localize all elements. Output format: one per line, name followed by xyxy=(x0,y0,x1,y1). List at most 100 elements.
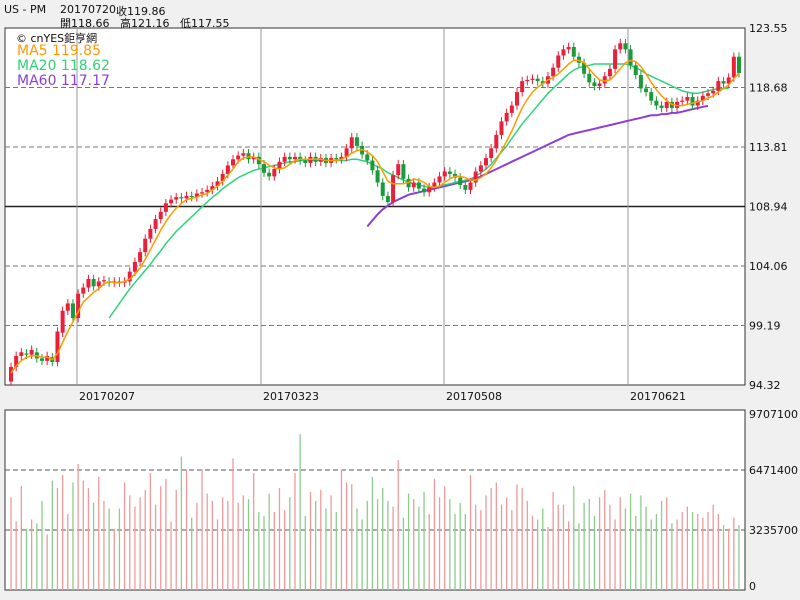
candle-body xyxy=(272,169,277,177)
volume-tick-label: 0 xyxy=(749,580,756,593)
candle-body xyxy=(65,303,70,311)
volume-tick-label: 6471400 xyxy=(749,464,798,477)
candle-body xyxy=(499,121,504,135)
candle-body xyxy=(618,43,623,50)
candle-body xyxy=(132,261,137,272)
candle-body xyxy=(101,280,106,282)
price-tick-label: 118.68 xyxy=(749,81,788,94)
candle-body xyxy=(416,182,421,189)
candle-body xyxy=(654,100,659,106)
candle-body xyxy=(690,97,695,106)
candle-body xyxy=(349,137,354,149)
ma5-line xyxy=(10,59,740,374)
candle-body xyxy=(24,353,29,355)
candle-body xyxy=(484,158,489,166)
legend-ma5: MA5 119.85 xyxy=(17,43,101,59)
candle-body xyxy=(194,193,199,198)
candle-body xyxy=(432,182,437,188)
candle-body xyxy=(287,156,292,160)
candle-body xyxy=(468,182,473,190)
candle-body xyxy=(261,164,266,173)
candle-body xyxy=(334,158,339,160)
candle-body xyxy=(163,203,168,212)
candle-body xyxy=(659,105,664,108)
candle-body xyxy=(138,252,143,262)
candle-body xyxy=(370,160,375,171)
candle-body xyxy=(447,171,452,174)
candle-body xyxy=(375,170,380,183)
candle-body xyxy=(458,177,463,185)
candle-body xyxy=(282,156,287,162)
ma5-path xyxy=(10,59,740,374)
candle-body xyxy=(215,181,220,187)
candle-body xyxy=(401,164,406,179)
candle-body xyxy=(76,293,81,319)
high-price: 高121.16 xyxy=(120,17,170,30)
candle-body xyxy=(473,171,478,183)
candle-body xyxy=(55,331,60,363)
candle-body xyxy=(365,154,370,161)
price-tick-label: 104.06 xyxy=(749,260,788,273)
candle-body xyxy=(396,164,401,176)
candle-body xyxy=(478,165,483,172)
candle-body xyxy=(587,73,592,83)
candle-body xyxy=(597,83,602,87)
candle-body xyxy=(210,186,215,190)
candle-body xyxy=(200,192,205,194)
candle-body xyxy=(96,281,101,287)
candle-body xyxy=(354,137,359,146)
candle-body xyxy=(442,171,447,177)
quote-date: 20170720 xyxy=(60,3,116,16)
candle-body xyxy=(680,100,685,102)
candle-body xyxy=(391,175,396,203)
candle-body xyxy=(45,355,50,361)
candle-body xyxy=(514,92,519,106)
legend-ma20: MA20 118.62 xyxy=(17,58,110,74)
date-tick-label: 20170207 xyxy=(79,390,135,403)
chart-gridlines xyxy=(5,28,745,531)
watermark-label: © cnYES鉅亨網 xyxy=(16,32,98,45)
candle-body xyxy=(81,287,86,294)
candle-body xyxy=(225,165,230,174)
candle-body xyxy=(721,81,726,84)
candle-body xyxy=(685,97,690,101)
price-tick-label: 113.81 xyxy=(749,141,788,154)
candle-body xyxy=(39,358,44,361)
close-price: 收119.86 xyxy=(116,5,166,18)
candle-body xyxy=(649,92,654,101)
candle-body xyxy=(489,148,494,159)
candle-body xyxy=(179,197,184,199)
candle-body xyxy=(277,161,282,170)
candle-body xyxy=(19,352,24,356)
candle-body xyxy=(592,82,597,87)
candle-body xyxy=(638,75,643,89)
candle-body xyxy=(427,187,432,193)
candle-body xyxy=(303,160,308,163)
candle-body xyxy=(169,199,174,204)
candle-body xyxy=(344,148,349,157)
candle-body xyxy=(184,195,189,199)
candle-body xyxy=(463,184,468,190)
date-tick-label: 20170508 xyxy=(446,390,502,403)
candle-body xyxy=(143,238,148,253)
price-tick-label: 108.94 xyxy=(749,200,788,213)
candle-body xyxy=(607,68,612,77)
candle-body xyxy=(664,101,669,108)
candle-body xyxy=(566,46,571,50)
candle-body xyxy=(726,77,731,84)
candle-body xyxy=(29,349,34,355)
candle-body xyxy=(60,310,65,333)
candle-body xyxy=(267,172,272,177)
candle-body xyxy=(91,278,96,287)
candle-body xyxy=(644,88,649,93)
axis-labels: 123.55 118.68 113.81 108.94 104.06 99.19 94.32… xyxy=(79,22,798,593)
candle-body xyxy=(520,81,525,93)
candle-body xyxy=(236,155,241,160)
candle-body xyxy=(339,156,344,160)
candle-body xyxy=(153,219,158,229)
candle-body xyxy=(525,79,530,82)
date-tick-label: 20170621 xyxy=(630,390,686,403)
candle-body xyxy=(623,43,628,50)
candle-body xyxy=(551,67,556,77)
